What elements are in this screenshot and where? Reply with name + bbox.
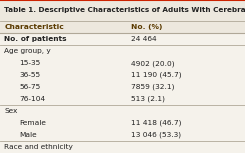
Text: 56-75: 56-75 [19,84,40,90]
Text: 15-35: 15-35 [19,60,40,66]
Text: 13 046 (53.3): 13 046 (53.3) [131,132,181,138]
Text: No. of patients: No. of patients [4,36,67,42]
Text: Age group, y: Age group, y [4,48,51,54]
Bar [0,141,245,153]
Text: 24 464: 24 464 [131,36,157,42]
Bar [0,129,245,141]
Text: No. (%): No. (%) [131,24,162,30]
Text: Male: Male [19,132,37,138]
Bar [0,93,245,105]
Bar [0,0,245,21]
Text: 11 418 (46.7): 11 418 (46.7) [131,120,182,126]
Bar [0,105,245,117]
Text: 76-104: 76-104 [19,96,45,102]
Text: 4902 (20.0): 4902 (20.0) [131,60,175,67]
Bar [0,21,245,33]
Bar [0,33,245,45]
Text: Race and ethnicity: Race and ethnicity [4,144,73,150]
Text: Sex: Sex [4,108,18,114]
Text: 7859 (32.1): 7859 (32.1) [131,84,175,90]
Bar [0,45,245,57]
Text: 36-55: 36-55 [19,72,40,78]
Text: Female: Female [19,120,46,126]
Text: Table 1. Descriptive Characteristics of Adults With Cerebral Palsy: Table 1. Descriptive Characteristics of … [4,7,245,13]
Text: 513 (2.1): 513 (2.1) [131,96,165,102]
Bar [0,117,245,129]
Text: 11 190 (45.7): 11 190 (45.7) [131,72,182,78]
Text: Characteristic: Characteristic [4,24,64,30]
Bar [0,81,245,93]
Bar [0,57,245,69]
Bar [0,69,245,81]
